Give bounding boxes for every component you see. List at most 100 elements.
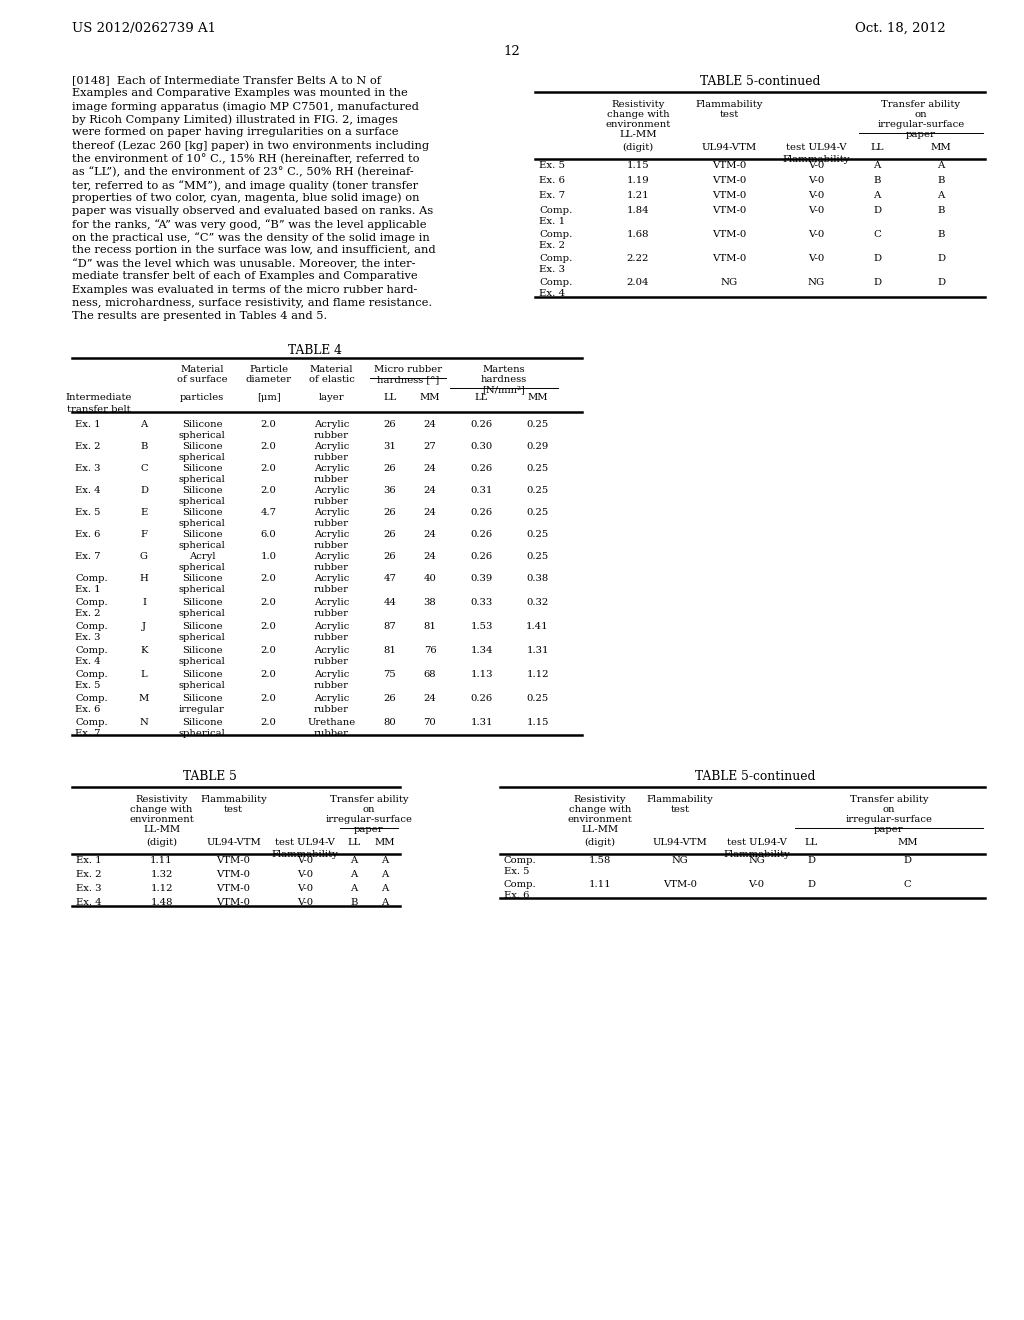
Text: D: D <box>808 855 815 865</box>
Text: Martens: Martens <box>482 364 525 374</box>
Text: 24: 24 <box>424 420 436 429</box>
Text: 2.0: 2.0 <box>260 574 276 583</box>
Text: Resistivity: Resistivity <box>135 795 187 804</box>
Text: Acrylic: Acrylic <box>313 486 349 495</box>
Text: mediate transfer belt of each of Examples and Comparative: mediate transfer belt of each of Example… <box>72 272 418 281</box>
Text: spherical: spherical <box>178 519 225 528</box>
Text: “D” was the level which was unusable. Moreover, the inter-: “D” was the level which was unusable. Mo… <box>72 259 416 269</box>
Text: 2.0: 2.0 <box>260 694 276 702</box>
Text: 0.26: 0.26 <box>470 463 493 473</box>
Text: Comp.: Comp. <box>75 694 108 702</box>
Text: 0.32: 0.32 <box>526 598 549 607</box>
Text: 2.04: 2.04 <box>627 279 649 286</box>
Text: A: A <box>140 420 147 429</box>
Text: spherical: spherical <box>178 430 225 440</box>
Text: C: C <box>140 463 147 473</box>
Text: D: D <box>140 486 148 495</box>
Text: NG: NG <box>749 855 765 865</box>
Text: LL: LL <box>347 838 360 847</box>
Text: LL: LL <box>475 393 488 401</box>
Text: VTM-0: VTM-0 <box>216 870 251 879</box>
Text: L: L <box>140 669 147 678</box>
Text: 2.22: 2.22 <box>627 253 649 263</box>
Text: US 2012/0262739 A1: US 2012/0262739 A1 <box>72 22 216 36</box>
Text: D: D <box>872 206 881 215</box>
Text: 1.19: 1.19 <box>627 176 649 185</box>
Text: D: D <box>872 253 881 263</box>
Text: Ex. 2: Ex. 2 <box>75 442 100 451</box>
Text: Ex. 5: Ex. 5 <box>539 161 565 170</box>
Text: 80: 80 <box>384 718 396 727</box>
Text: spherical: spherical <box>178 585 225 594</box>
Text: Ex. 4: Ex. 4 <box>75 486 100 495</box>
Text: I: I <box>142 598 146 607</box>
Text: A: A <box>350 855 357 865</box>
Text: 0.26: 0.26 <box>470 420 493 429</box>
Text: N: N <box>139 718 148 727</box>
Text: Resistivity: Resistivity <box>611 100 665 110</box>
Text: 0.29: 0.29 <box>526 442 549 451</box>
Text: VTM-0: VTM-0 <box>663 880 697 888</box>
Text: Comp.: Comp. <box>539 279 572 286</box>
Text: 2.0: 2.0 <box>260 442 276 451</box>
Text: Ex. 2: Ex. 2 <box>75 609 100 618</box>
Text: E: E <box>140 508 147 517</box>
Text: V-0: V-0 <box>808 161 824 170</box>
Text: A: A <box>381 855 389 865</box>
Text: D: D <box>808 880 815 888</box>
Text: (digit): (digit) <box>623 143 653 152</box>
Text: rubber: rubber <box>314 453 349 462</box>
Text: Ex. 5: Ex. 5 <box>75 681 100 690</box>
Text: test UL94-V: test UL94-V <box>275 838 335 847</box>
Text: LL: LL <box>805 838 818 847</box>
Text: Oct. 18, 2012: Oct. 18, 2012 <box>855 22 945 36</box>
Text: Acrylic: Acrylic <box>313 598 349 607</box>
Text: 0.30: 0.30 <box>470 442 493 451</box>
Text: 2.0: 2.0 <box>260 420 276 429</box>
Text: 26: 26 <box>384 420 396 429</box>
Text: VTM-0: VTM-0 <box>712 253 746 263</box>
Text: rubber: rubber <box>314 519 349 528</box>
Text: V-0: V-0 <box>297 884 313 892</box>
Text: 2.0: 2.0 <box>260 622 276 631</box>
Text: C: C <box>873 230 881 239</box>
Text: of surface: of surface <box>177 375 227 384</box>
Text: VTM-0: VTM-0 <box>216 884 251 892</box>
Text: rubber: rubber <box>314 562 349 572</box>
Text: MM: MM <box>420 393 440 401</box>
Text: VTM-0: VTM-0 <box>712 191 746 201</box>
Text: Acrylic: Acrylic <box>313 552 349 561</box>
Text: Examples and Comparative Examples was mounted in the: Examples and Comparative Examples was mo… <box>72 88 408 98</box>
Text: B: B <box>937 176 945 185</box>
Text: Ex. 2: Ex. 2 <box>76 870 101 879</box>
Text: 1.12: 1.12 <box>151 884 173 892</box>
Text: Silicone: Silicone <box>181 463 222 473</box>
Text: Ex. 1: Ex. 1 <box>539 216 565 226</box>
Text: on the practical use, “C” was the density of the solid image in: on the practical use, “C” was the densit… <box>72 232 430 243</box>
Text: K: K <box>140 645 147 655</box>
Text: J: J <box>142 622 146 631</box>
Text: V-0: V-0 <box>297 870 313 879</box>
Text: 68: 68 <box>424 669 436 678</box>
Text: Ex. 4: Ex. 4 <box>76 898 101 907</box>
Text: 2.0: 2.0 <box>260 645 276 655</box>
Text: environment: environment <box>605 120 671 129</box>
Text: 6.0: 6.0 <box>261 529 276 539</box>
Text: 40: 40 <box>424 574 436 583</box>
Text: Flammability: Flammability <box>646 795 714 804</box>
Text: (digit): (digit) <box>146 838 177 847</box>
Text: ter, referred to as “MM”), and image quality (toner transfer: ter, referred to as “MM”), and image qua… <box>72 180 418 190</box>
Text: V-0: V-0 <box>749 880 765 888</box>
Text: Examples was evaluated in terms of the micro rubber hard-: Examples was evaluated in terms of the m… <box>72 285 418 294</box>
Text: Ex. 3: Ex. 3 <box>539 265 565 275</box>
Text: LL-MM: LL-MM <box>620 129 656 139</box>
Text: 0.25: 0.25 <box>526 486 549 495</box>
Text: LL-MM: LL-MM <box>143 825 180 834</box>
Text: the environment of 10° C., 15% RH (hereinafter, referred to: the environment of 10° C., 15% RH (herei… <box>72 153 420 164</box>
Text: Silicone: Silicone <box>181 486 222 495</box>
Text: 0.25: 0.25 <box>526 694 549 702</box>
Text: LL-MM: LL-MM <box>582 825 618 834</box>
Text: Acryl: Acryl <box>188 552 215 561</box>
Text: Acrylic: Acrylic <box>313 574 349 583</box>
Text: 24: 24 <box>424 463 436 473</box>
